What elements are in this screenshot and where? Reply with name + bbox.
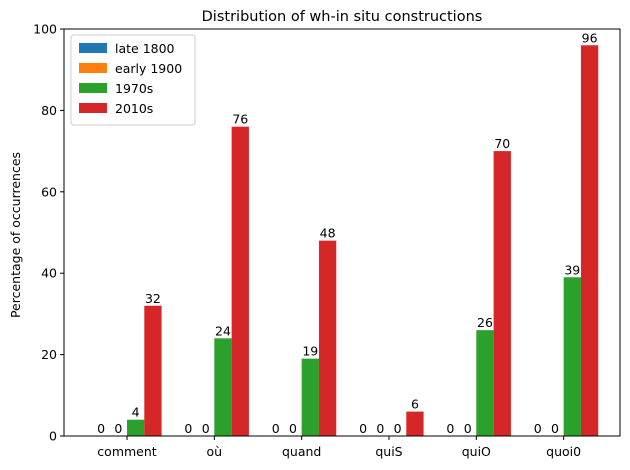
bar-1970s-comment: [127, 419, 145, 436]
legend-label-late-1800: late 1800: [115, 41, 175, 56]
bar-2010s-comment: [144, 305, 162, 436]
data-label-1970s-ou: 24: [215, 323, 231, 338]
plot-frame: [63, 28, 621, 437]
bar-1970s-quio: [476, 330, 494, 436]
y-tick-label: 80: [41, 103, 57, 118]
data-label-2010s-quis: 6: [411, 397, 419, 412]
legend-swatch-early-1900: [79, 63, 107, 73]
y-tick-label: 40: [41, 266, 57, 281]
legend-swatch-late-1800: [79, 43, 107, 53]
legend-swatch-1970s: [79, 83, 107, 93]
data-label-late-1800-quoi0: 0: [534, 421, 542, 436]
bar-1970s-quand: [301, 358, 319, 436]
x-tick-label: où: [207, 444, 223, 459]
bar-1970s-quoi0: [563, 277, 581, 436]
bar-2010s-quis: [406, 411, 424, 436]
data-label-2010s-quoi0: 96: [582, 30, 598, 45]
bar-2010s-quio: [493, 151, 511, 436]
y-tick-label: 100: [33, 22, 57, 37]
y-axis-label: Percentage of occurrences: [8, 152, 23, 318]
y-tick-label: 20: [41, 347, 57, 362]
data-label-2010s-quand: 48: [320, 226, 336, 241]
x-axis: comment où quand quiS quiO quoi0: [97, 436, 581, 459]
data-label-1970s-quis: 0: [394, 421, 402, 436]
data-label-2010s-comment: 32: [145, 291, 161, 306]
data-label-1970s-comment: 4: [132, 405, 140, 420]
data-label-2010s-ou: 76: [232, 112, 248, 127]
data-label-late-1800-ou: 0: [184, 421, 192, 436]
legend: late 1800 early 1900 1970s 2010s: [70, 34, 196, 126]
data-label-early-1900-ou: 0: [202, 421, 210, 436]
y-tick-label: 60: [41, 184, 57, 199]
data-label-late-1800-quis: 0: [359, 421, 367, 436]
data-label-late-1800-quand: 0: [272, 421, 280, 436]
x-tick-label: quand: [282, 444, 321, 459]
data-label-1970s-quoi0: 39: [564, 262, 580, 277]
x-tick-label: quiS: [375, 444, 402, 459]
legend-label-1970s: 1970s: [115, 81, 153, 96]
bars-layer: [127, 45, 599, 437]
legend-swatch-2010s: [79, 103, 107, 113]
data-label-2010s-quio: 70: [494, 136, 510, 151]
y-tick-label: 0: [49, 429, 57, 444]
bar-2010s-quoi0: [580, 45, 599, 436]
chart-title: Distribution of wh-in situ constructions: [202, 9, 483, 25]
x-tick-label: comment: [97, 444, 156, 459]
data-label-early-1900-quis: 0: [376, 421, 384, 436]
data-label-1970s-quio: 26: [477, 315, 493, 330]
legend-box: [70, 34, 196, 126]
data-label-early-1900-comment: 0: [114, 421, 122, 436]
x-tick-label: quiO: [462, 444, 491, 459]
bar-2010s-quand: [318, 240, 337, 436]
data-label-1970s-quand: 19: [302, 344, 318, 359]
data-label-early-1900-quio: 0: [464, 421, 472, 436]
x-tick-label: quoi0: [546, 444, 581, 459]
data-label-early-1900-quoi0: 0: [551, 421, 559, 436]
legend-label-early-1900: early 1900: [115, 61, 182, 76]
data-label-early-1900-quand: 0: [289, 421, 297, 436]
bar-1970s-ou: [214, 338, 232, 436]
bar-2010s-ou: [231, 126, 249, 437]
legend-label-2010s: 2010s: [115, 101, 153, 116]
y-axis: 0 20 40 60 80 100: [33, 22, 64, 444]
data-label-late-1800-comment: 0: [97, 421, 105, 436]
data-label-late-1800-quio: 0: [446, 421, 454, 436]
